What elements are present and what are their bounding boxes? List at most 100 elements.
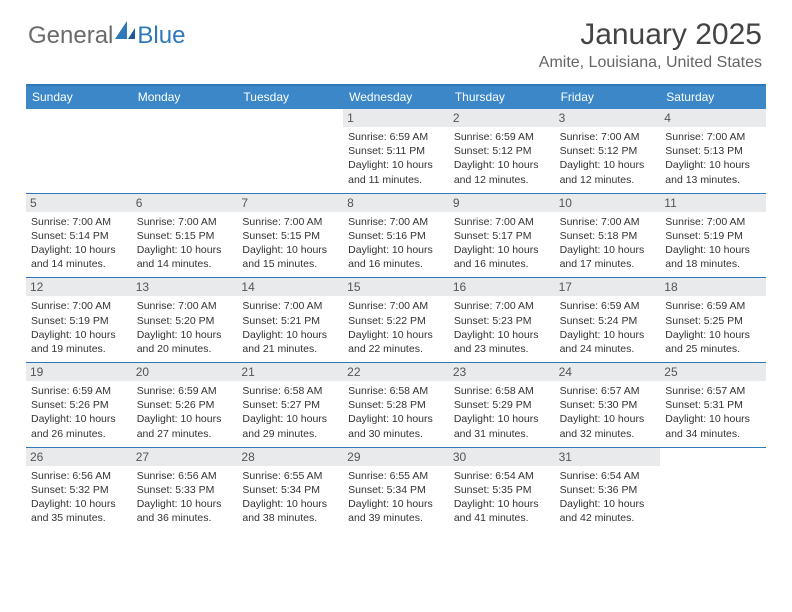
date-number: 6 (132, 194, 238, 212)
calendar-cell (660, 448, 766, 532)
date-number: 13 (132, 278, 238, 296)
title-block: January 2025 Amite, Louisiana, United St… (539, 18, 762, 72)
sun-info: Sunrise: 7:00 AMSunset: 5:23 PMDaylight:… (454, 299, 550, 356)
sun-info: Sunrise: 6:56 AMSunset: 5:32 PMDaylight:… (31, 469, 127, 526)
sun-info: Sunrise: 7:00 AMSunset: 5:15 PMDaylight:… (242, 215, 338, 272)
date-number: 7 (237, 194, 343, 212)
date-number: 18 (660, 278, 766, 296)
calendar-cell: 27 Sunrise: 6:56 AMSunset: 5:33 PMDayligh… (132, 448, 238, 532)
calendar-cell: 18 Sunrise: 6:59 AMSunset: 5:25 PMDayligh… (660, 278, 766, 362)
sun-info: Sunrise: 7:00 AMSunset: 5:18 PMDaylight:… (560, 215, 656, 272)
calendar-cell: 28 Sunrise: 6:55 AMSunset: 5:34 PMDayligh… (237, 448, 343, 532)
sun-info: Sunrise: 7:00 AMSunset: 5:22 PMDaylight:… (348, 299, 444, 356)
calendar-cell: 2 Sunrise: 6:59 AMSunset: 5:12 PMDaylight… (449, 109, 555, 193)
sun-info: Sunrise: 6:57 AMSunset: 5:31 PMDaylight:… (665, 384, 761, 441)
date-number: 2 (449, 109, 555, 127)
date-number: 4 (660, 109, 766, 127)
calendar-cell: 22 Sunrise: 6:58 AMSunset: 5:28 PMDayligh… (343, 363, 449, 447)
calendar-cell: 24Sunrise: 6:57 AMSunset: 5:30 PMDayligh… (555, 363, 661, 447)
calendar-cell: 25Sunrise: 6:57 AMSunset: 5:31 PMDayligh… (660, 363, 766, 447)
date-number: 17 (555, 278, 661, 296)
sun-info: Sunrise: 7:00 AMSunset: 5:14 PMDaylight:… (31, 215, 127, 272)
calendar-cell: 21Sunrise: 6:58 AMSunset: 5:27 PMDayligh… (237, 363, 343, 447)
day-header-cell: Saturday (660, 86, 766, 109)
calendar-cell (26, 109, 132, 193)
sun-info: Sunrise: 6:59 AMSunset: 5:25 PMDaylight:… (665, 299, 761, 356)
day-header-cell: Wednesday (343, 86, 449, 109)
calendar-cell: 29 Sunrise: 6:55 AMSunset: 5:34 PMDayligh… (343, 448, 449, 532)
sun-info: Sunrise: 6:55 AMSunset: 5:34 PMDaylight:… (348, 469, 444, 526)
sun-info: Sunrise: 6:58 AMSunset: 5:27 PMDaylight:… (242, 384, 338, 441)
calendar-cell: 15 Sunrise: 7:00 AMSunset: 5:22 PMDayligh… (343, 278, 449, 362)
date-number: 23 (449, 363, 555, 381)
sun-info: Sunrise: 6:55 AMSunset: 5:34 PMDaylight:… (242, 469, 338, 526)
calendar-cell: 13 Sunrise: 7:00 AMSunset: 5:20 PMDayligh… (132, 278, 238, 362)
sun-info: Sunrise: 6:59 AMSunset: 5:26 PMDaylight:… (31, 384, 127, 441)
calendar-week: 5Sunrise: 7:00 AMSunset: 5:14 PMDaylight… (26, 194, 766, 279)
date-number: 28 (237, 448, 343, 466)
date-number: 16 (449, 278, 555, 296)
sun-info: Sunrise: 7:00 AMSunset: 5:19 PMDaylight:… (665, 215, 761, 272)
calendar-cell (237, 109, 343, 193)
calendar-cell: 8 Sunrise: 7:00 AMSunset: 5:16 PMDaylight… (343, 194, 449, 278)
date-number: 30 (449, 448, 555, 466)
date-number: 22 (343, 363, 449, 381)
date-number: 11 (660, 194, 766, 212)
calendar-week: 12 Sunrise: 7:00 AMSunset: 5:19 PMDayligh… (26, 278, 766, 363)
calendar-cell: 6 Sunrise: 7:00 AMSunset: 5:15 PMDaylight… (132, 194, 238, 278)
sun-info: Sunrise: 7:00 AMSunset: 5:19 PMDaylight:… (31, 299, 127, 356)
month-title: January 2025 (539, 18, 762, 52)
date-number: 3 (555, 109, 661, 127)
sun-info: Sunrise: 7:00 AMSunset: 5:20 PMDaylight:… (137, 299, 233, 356)
date-number: 19 (26, 363, 132, 381)
sun-info: Sunrise: 6:54 AMSunset: 5:35 PMDaylight:… (454, 469, 550, 526)
date-number: 12 (26, 278, 132, 296)
calendar-cell: 11 Sunrise: 7:00 AMSunset: 5:19 PMDayligh… (660, 194, 766, 278)
sun-info: Sunrise: 7:00 AMSunset: 5:13 PMDaylight:… (665, 130, 761, 187)
calendar-body: 1 Sunrise: 6:59 AMSunset: 5:11 PMDaylight… (26, 109, 766, 531)
date-number: 8 (343, 194, 449, 212)
date-number: 31 (555, 448, 661, 466)
sun-info: Sunrise: 6:58 AMSunset: 5:28 PMDaylight:… (348, 384, 444, 441)
sun-info: Sunrise: 7:00 AMSunset: 5:12 PMDaylight:… (560, 130, 656, 187)
calendar-cell: 5Sunrise: 7:00 AMSunset: 5:14 PMDaylight… (26, 194, 132, 278)
page-header: General Blue January 2025 Amite, Louisia… (0, 0, 792, 76)
calendar-cell: 14 Sunrise: 7:00 AMSunset: 5:21 PMDayligh… (237, 278, 343, 362)
sun-info: Sunrise: 6:59 AMSunset: 5:11 PMDaylight:… (348, 130, 444, 187)
date-number: 1 (343, 109, 449, 127)
sun-info: Sunrise: 7:00 AMSunset: 5:15 PMDaylight:… (137, 215, 233, 272)
sun-info: Sunrise: 6:56 AMSunset: 5:33 PMDaylight:… (137, 469, 233, 526)
calendar-cell (132, 109, 238, 193)
calendar-cell: 10 Sunrise: 7:00 AMSunset: 5:18 PMDayligh… (555, 194, 661, 278)
calendar-cell: 23 Sunrise: 6:58 AMSunset: 5:29 PMDayligh… (449, 363, 555, 447)
day-header-cell: Thursday (449, 86, 555, 109)
date-number: 27 (132, 448, 238, 466)
logo-sail-icon (115, 18, 137, 46)
calendar-cell: 19 Sunrise: 6:59 AMSunset: 5:26 PMDayligh… (26, 363, 132, 447)
sun-info: Sunrise: 7:00 AMSunset: 5:16 PMDaylight:… (348, 215, 444, 272)
sun-info: Sunrise: 7:00 AMSunset: 5:21 PMDaylight:… (242, 299, 338, 356)
calendar: SundayMondayTuesdayWednesdayThursdayFrid… (26, 84, 766, 531)
logo-text-general: General (28, 22, 113, 50)
sun-info: Sunrise: 6:59 AMSunset: 5:12 PMDaylight:… (454, 130, 550, 187)
calendar-cell: 30 Sunrise: 6:54 AMSunset: 5:35 PMDayligh… (449, 448, 555, 532)
date-number: 9 (449, 194, 555, 212)
calendar-week: 1 Sunrise: 6:59 AMSunset: 5:11 PMDaylight… (26, 109, 766, 194)
date-number: 20 (132, 363, 238, 381)
date-number: 14 (237, 278, 343, 296)
date-number: 10 (555, 194, 661, 212)
date-number: 15 (343, 278, 449, 296)
calendar-cell: 17 Sunrise: 6:59 AMSunset: 5:24 PMDayligh… (555, 278, 661, 362)
day-header-cell: Sunday (26, 86, 132, 109)
calendar-cell: 16 Sunrise: 7:00 AMSunset: 5:23 PMDayligh… (449, 278, 555, 362)
sun-info: Sunrise: 6:58 AMSunset: 5:29 PMDaylight:… (454, 384, 550, 441)
calendar-cell: 9Sunrise: 7:00 AMSunset: 5:17 PMDaylight… (449, 194, 555, 278)
day-header-cell: Tuesday (237, 86, 343, 109)
calendar-cell: 3 Sunrise: 7:00 AMSunset: 5:12 PMDaylight… (555, 109, 661, 193)
calendar-cell: 31 Sunrise: 6:54 AMSunset: 5:36 PMDayligh… (555, 448, 661, 532)
date-number: 29 (343, 448, 449, 466)
sun-info: Sunrise: 6:59 AMSunset: 5:24 PMDaylight:… (560, 299, 656, 356)
calendar-cell: 7 Sunrise: 7:00 AMSunset: 5:15 PMDaylight… (237, 194, 343, 278)
date-number: 24 (555, 363, 661, 381)
sun-info: Sunrise: 6:54 AMSunset: 5:36 PMDaylight:… (560, 469, 656, 526)
